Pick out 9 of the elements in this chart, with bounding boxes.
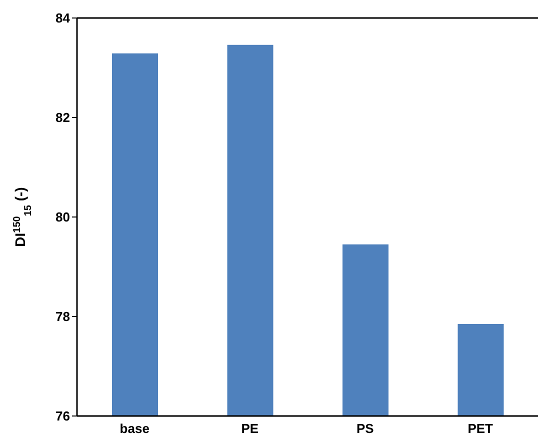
y-tick-label: 76 [56,408,70,424]
y-tick-label: 84 [56,10,71,26]
x-tick-label: PET [468,421,494,436]
y-tick-label: 82 [56,110,70,126]
x-tick-label: base [120,421,150,436]
x-tick-label: PS [356,421,374,436]
y-tick-label: 78 [56,309,70,324]
y-tick-label: 80 [56,210,70,225]
x-tick-label: PE [241,421,259,436]
